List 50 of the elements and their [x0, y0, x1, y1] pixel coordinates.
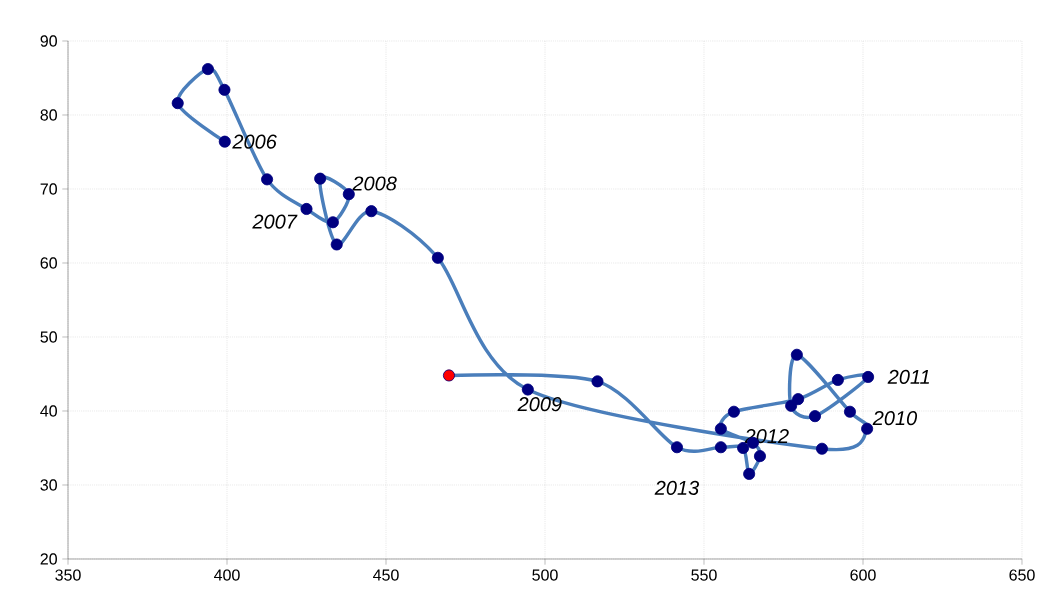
point	[843, 405, 856, 418]
x-tick-label: 500	[532, 569, 558, 581]
y-tick-label: 70	[40, 183, 57, 195]
point	[714, 441, 727, 454]
point	[261, 173, 274, 186]
point	[171, 97, 184, 110]
point	[670, 441, 683, 454]
point	[831, 373, 844, 386]
annotation: 2010	[872, 410, 918, 426]
point	[790, 348, 803, 361]
point	[727, 405, 740, 418]
point	[300, 202, 313, 215]
annotation: 2013	[654, 480, 700, 495]
y-tick-label: 30	[40, 479, 57, 491]
x-tick-label: 650	[1009, 569, 1035, 581]
point	[753, 450, 766, 463]
point	[808, 410, 821, 423]
point	[442, 369, 455, 382]
y-tick-label: 60	[40, 257, 57, 269]
annotation: 2007	[252, 214, 298, 229]
point	[330, 238, 343, 251]
point	[743, 467, 756, 480]
y-tick-label: 80	[40, 109, 57, 121]
y-tick-label: 40	[40, 405, 57, 417]
x-tick-label: 450	[373, 569, 399, 581]
point	[365, 205, 378, 218]
point	[314, 172, 327, 185]
x-tick-label: 550	[691, 569, 717, 581]
point	[815, 442, 828, 455]
point	[201, 63, 214, 76]
point	[431, 251, 444, 264]
point	[218, 135, 231, 148]
point	[591, 375, 604, 388]
y-tick-label: 50	[40, 331, 57, 343]
annotation: 2009	[517, 397, 562, 412]
point	[861, 422, 874, 435]
point	[862, 370, 875, 383]
point	[521, 383, 534, 396]
point	[218, 83, 231, 96]
x-tick-label: 400	[214, 569, 240, 581]
x-tick-label: 600	[850, 569, 876, 581]
y-tick-label: 20	[40, 553, 57, 565]
point	[326, 216, 339, 229]
x-tick-label: 350	[55, 569, 81, 581]
annotation: 2008	[352, 176, 397, 191]
point	[785, 399, 798, 412]
point	[792, 393, 805, 406]
y-tick-label: 90	[40, 35, 57, 47]
annotation: 2011	[887, 369, 929, 385]
point	[714, 422, 727, 435]
